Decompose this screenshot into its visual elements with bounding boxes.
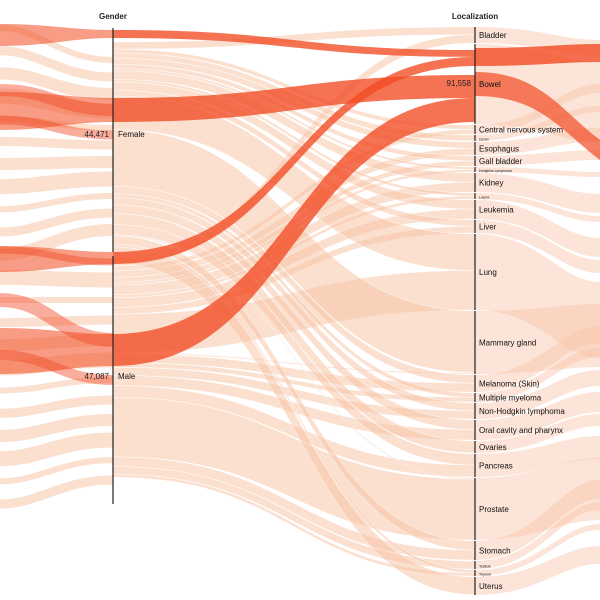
localization-label: Oral cavity and pharynx (479, 426, 563, 435)
left-fan-ribbon (0, 46, 114, 82)
right-exit-ribbon (475, 220, 600, 273)
bowel-flow-ribbon[interactable] (113, 30, 475, 57)
localization-label: Uterus (479, 582, 503, 591)
localization-label: Liver (479, 223, 497, 232)
left-fan-ribbon (0, 156, 114, 170)
localization-label: Cervix (479, 138, 489, 142)
bowel-exit-ribbon (475, 72, 600, 160)
label-layer: Female 44,471 Male 47,087 Bladder Bowel 91,558… (85, 31, 566, 591)
left-fan-ribbon (0, 315, 114, 328)
left-fan-ribbon (0, 414, 114, 442)
gender-count-female: 44,471 (85, 130, 110, 139)
right-exit-ribbon (475, 304, 600, 374)
left-fan-ribbon (0, 395, 114, 418)
bowel-left-ribbon (0, 246, 113, 272)
right-exit-ribbon (475, 200, 600, 257)
right-exit-ribbon (475, 392, 600, 440)
localization-label: Thyroid (479, 573, 491, 577)
right-exit-ribbon (475, 524, 600, 576)
localization-label: Lung (479, 268, 497, 277)
gender-label-female: Female (118, 130, 145, 139)
dimension-title-gender: Gender (99, 12, 127, 21)
left-fan-ribbon (0, 432, 114, 467)
bowel-flow-ribbon[interactable] (113, 57, 475, 264)
left-fan-ribbon (0, 457, 114, 485)
localization-label: Bladder (479, 31, 507, 40)
right-exit-ribbon (475, 502, 600, 569)
right-exit-ribbon (475, 326, 600, 392)
left-fan-ribbon (0, 377, 114, 394)
right-exit-ribbon (475, 128, 600, 155)
localization-label: Testicle (479, 565, 491, 569)
localization-label: Bowel (479, 80, 501, 89)
dimension-title-localization: Localization (452, 12, 498, 21)
localization-label: Leukemia (479, 206, 514, 215)
localization-label: Multiple myeloma (479, 394, 542, 403)
bowel-left-ribbon (0, 92, 113, 130)
localization-label: Central nervous system (479, 126, 563, 135)
localization-label: Prostate (479, 505, 509, 514)
localization-label: Larynx (479, 196, 490, 200)
localization-label: Ovaries (479, 443, 507, 452)
right-exit-ribbon (475, 234, 600, 358)
localization-label: Melanoma (Skin) (479, 380, 540, 389)
right-exit-ribbon (475, 193, 600, 222)
gender-count-male: 47,087 (85, 372, 110, 381)
left-fan-ribbon (0, 475, 114, 509)
localization-count: 91,558 (447, 79, 472, 88)
axes-layer: Gender Localization (99, 12, 498, 595)
localization-label: Gall bladder (479, 157, 522, 166)
right-exit-ribbon (475, 414, 600, 453)
right-exit-ribbon (475, 348, 600, 402)
localization-label: Esophagus (479, 145, 519, 154)
localization-label: Non-Hodgkin lymphoma (479, 407, 565, 416)
left-fan-ribbon (0, 171, 114, 195)
localization-label: Mammary gland (479, 339, 536, 348)
localization-label: Pancreas (479, 462, 513, 471)
left-fan-ribbon (0, 193, 114, 213)
bowel-left-ribbon (0, 24, 113, 46)
bowel-left-ribbon (0, 328, 113, 374)
right-exit-ribbon (475, 436, 600, 477)
right-exit-ribbon (475, 173, 600, 213)
localization-label: Hodgkins Lymphoma (479, 169, 512, 173)
right-exit-ribbon (475, 458, 600, 540)
bowel-flow-ribbon[interactable] (113, 98, 475, 366)
bowel-exit-ribbon (475, 44, 600, 66)
right-exit-ribbon (475, 84, 600, 134)
localization-label: Kidney (479, 179, 503, 188)
right-exit-ribbon (475, 167, 600, 177)
localization-label: Stomach (479, 547, 511, 556)
highlight-ribbon-layer (0, 24, 600, 374)
gender-label-male: Male (118, 372, 136, 381)
left-fan-ribbon (0, 136, 114, 150)
right-exit-ribbon (475, 150, 600, 166)
left-fan-ribbon (0, 67, 114, 100)
right-exit-ribbon (475, 370, 600, 419)
left-fan-ribbon (0, 269, 114, 288)
right-exit-ribbon (475, 546, 600, 595)
right-exit-ribbon (475, 480, 600, 560)
left-fan-ribbon (0, 208, 114, 237)
